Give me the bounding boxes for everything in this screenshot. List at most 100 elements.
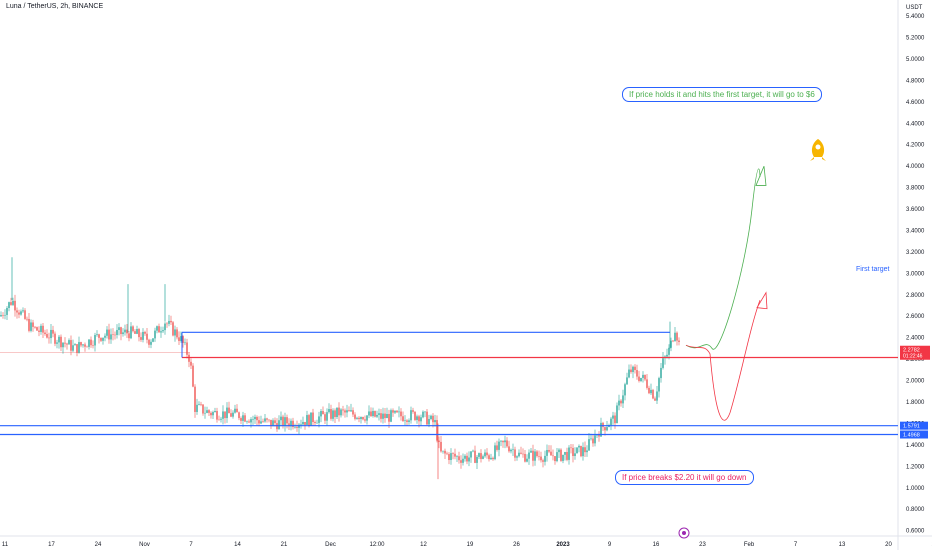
candle-body — [636, 370, 638, 377]
candle-body — [526, 458, 528, 462]
candle-body — [576, 447, 578, 454]
candle-body — [132, 326, 134, 332]
candle-body — [210, 412, 212, 416]
candle-body — [330, 409, 332, 419]
x-tick-label: 26 — [513, 542, 520, 548]
candle-body — [524, 453, 526, 462]
candle-body — [444, 450, 446, 454]
candle-body — [466, 455, 468, 462]
candle-body — [512, 449, 514, 451]
candle-body — [402, 416, 404, 421]
candle-body — [232, 412, 234, 417]
bullish-scenario-note[interactable]: If price holds it and hits the first tar… — [622, 87, 822, 102]
candle-body — [446, 453, 448, 455]
candle-body — [58, 336, 60, 343]
candle-body — [408, 420, 410, 422]
candle-body — [46, 334, 48, 338]
y-tick-label: 5.0000 — [906, 57, 925, 63]
y-tick-label: 0.8000 — [906, 507, 925, 513]
candle-body — [508, 446, 510, 452]
candle-body — [514, 449, 516, 458]
candle-body — [272, 420, 274, 427]
candle-body — [568, 447, 570, 460]
candle-body — [138, 329, 140, 338]
candle-body — [494, 445, 496, 460]
candle-body — [262, 421, 264, 422]
candle-body — [630, 369, 632, 373]
candle-body — [60, 336, 62, 348]
candle-body — [212, 412, 214, 416]
candle-body — [246, 421, 248, 423]
candle-body — [346, 410, 348, 413]
candle-body — [646, 379, 648, 388]
x-tick-label: 12:00 — [369, 542, 385, 548]
candle-body — [162, 330, 164, 332]
candle-body — [148, 339, 150, 345]
candle-body — [570, 447, 572, 449]
candle-body — [352, 410, 354, 415]
candle-body — [552, 455, 554, 457]
y-tick-label: 2.8000 — [906, 293, 925, 299]
candle-body — [322, 411, 324, 415]
y-tick-label: 4.4000 — [906, 121, 925, 127]
candle-body — [534, 451, 536, 461]
candle-body — [62, 342, 64, 348]
candle-body — [410, 410, 412, 421]
candle-body — [66, 343, 68, 345]
candle-body — [82, 344, 84, 346]
candle-body — [36, 327, 38, 331]
x-tick-label: 11 — [2, 542, 9, 548]
candle-body — [492, 457, 494, 460]
candle-body — [662, 358, 664, 368]
candle-body — [50, 329, 52, 339]
candle-body — [264, 418, 266, 422]
y-tick-label: 3.6000 — [906, 207, 925, 213]
candle-body — [528, 452, 530, 459]
candle-body — [318, 416, 320, 423]
level-label: 1.4968 — [903, 433, 920, 439]
candle-body — [388, 413, 390, 422]
candle-body — [596, 434, 598, 436]
candle-body — [74, 344, 76, 346]
candle-body — [334, 410, 336, 418]
candle-body — [516, 456, 518, 458]
y-tick-label: 5.2000 — [906, 36, 925, 42]
candle-body — [456, 456, 458, 457]
candle-body — [266, 418, 268, 420]
candle-body — [292, 420, 294, 428]
candle-body — [584, 447, 586, 453]
y-tick-label: 1.0000 — [906, 486, 925, 492]
event-marker-icon[interactable] — [678, 527, 690, 539]
x-tick-label: 7 — [189, 542, 193, 548]
candle-body — [436, 420, 438, 441]
candle-body — [44, 332, 46, 335]
candle-body — [126, 329, 128, 334]
y-tick-label: 1.8000 — [906, 400, 925, 406]
last-price-label: 2.2782 — [903, 348, 920, 354]
candle-body — [112, 334, 114, 335]
candle-body — [108, 329, 110, 340]
bearish-scenario-note[interactable]: If price breaks $2.20 it will go down — [615, 470, 754, 485]
candle-body — [344, 410, 346, 413]
candle-body — [30, 322, 32, 331]
candle-body — [68, 340, 70, 345]
candle-body — [394, 410, 396, 413]
candle-body — [450, 453, 452, 461]
candle-body — [228, 407, 230, 414]
candle-body — [240, 418, 242, 421]
x-tick-label: Feb — [744, 542, 755, 548]
candle-body — [540, 456, 542, 461]
candle-body — [8, 302, 10, 309]
level-label-bg — [900, 430, 928, 439]
candle-body — [26, 318, 28, 320]
candle-body — [48, 337, 50, 339]
candle-body — [72, 345, 74, 351]
candle-body — [594, 435, 596, 444]
candle-body — [546, 450, 548, 456]
candle-body — [676, 332, 678, 341]
candle-body — [260, 421, 262, 424]
candle-body — [182, 336, 184, 344]
candle-body — [122, 332, 124, 335]
candle-body — [586, 450, 588, 453]
